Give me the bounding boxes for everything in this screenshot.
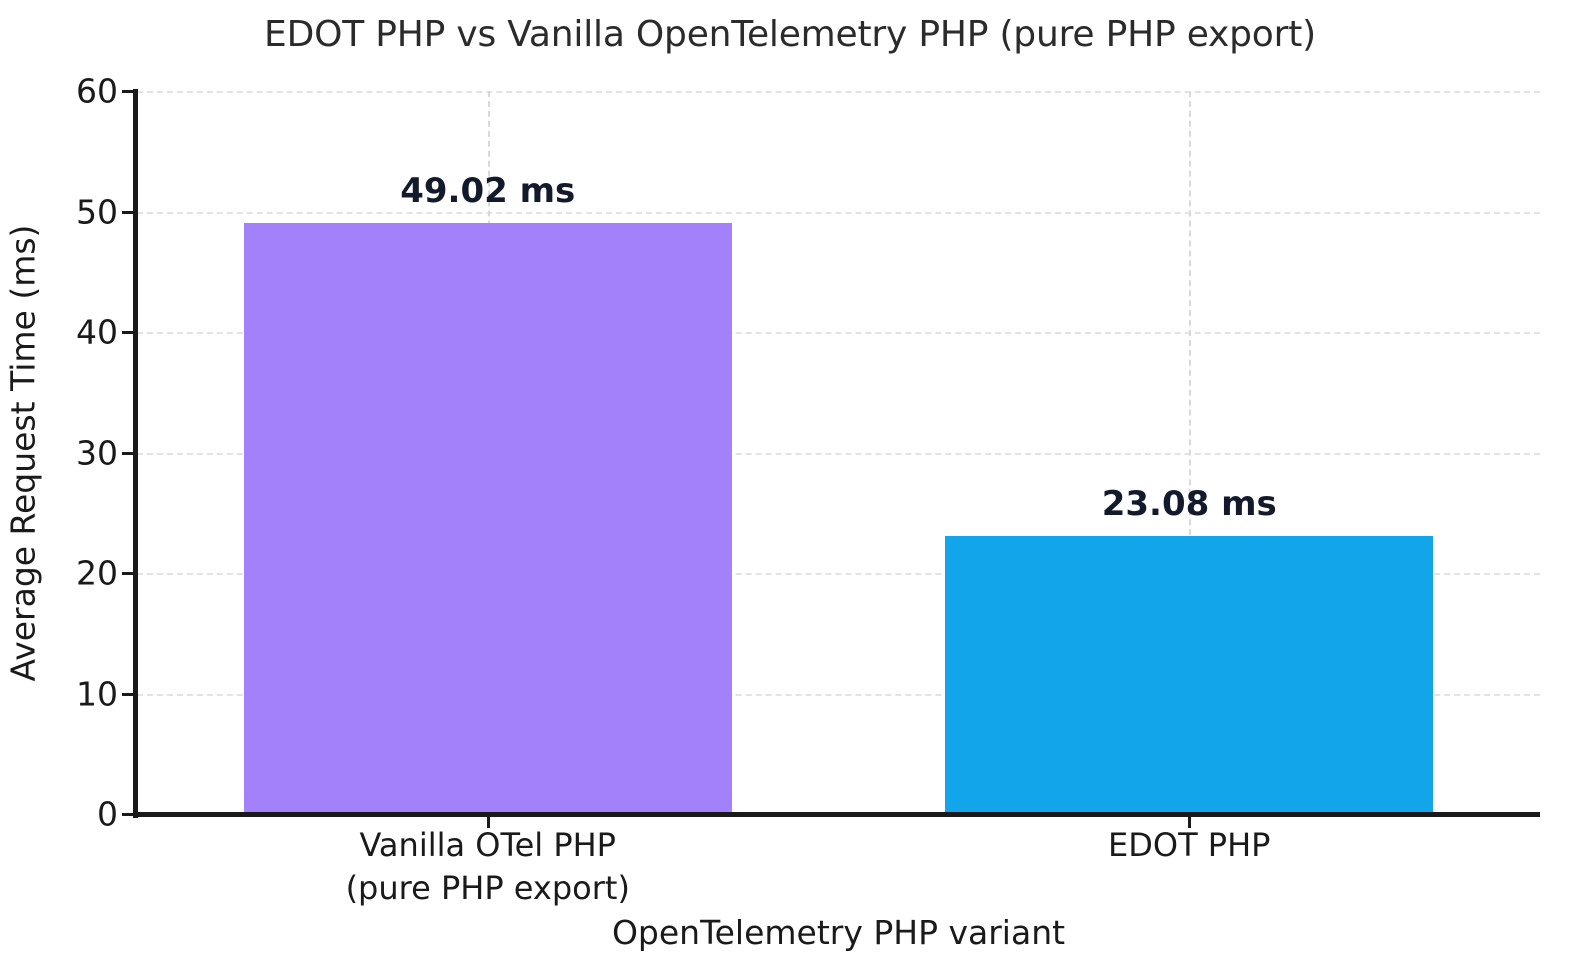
gridline-horizontal (137, 452, 1540, 455)
y-tick-label: 20 (76, 553, 118, 593)
x-tick-label: Vanilla OTel PHP (pure PHP export) (346, 824, 630, 910)
gridline-vertical (1189, 91, 1192, 814)
gridline-horizontal (137, 91, 1540, 93)
y-tick-label: 60 (76, 71, 118, 111)
y-tick-label: 0 (97, 794, 118, 834)
gridline-horizontal (137, 211, 1540, 214)
bar[interactable] (243, 223, 732, 814)
gridline-horizontal (137, 693, 1540, 696)
bar[interactable] (945, 535, 1433, 814)
y-tick-label: 30 (76, 433, 118, 472)
x-tick-label-line: (pure PHP export) (345, 869, 630, 907)
y-axis-spine (133, 89, 138, 818)
gridline-horizontal (137, 573, 1540, 575)
y-tick-mark (122, 331, 135, 334)
y-tick-label: 40 (76, 312, 118, 352)
gridline-horizontal (137, 332, 1540, 334)
y-axis-title: Average Request Time (ms) (3, 224, 43, 681)
y-tick-mark (122, 692, 135, 696)
x-tick-label-line: EDOT PHP (1108, 826, 1271, 864)
chart-title: EDOT PHP vs Vanilla OpenTelemetry PHP (p… (264, 14, 1316, 55)
plot-area (137, 91, 1540, 816)
x-tick-label: EDOT PHP (1108, 824, 1270, 867)
y-tick-mark (122, 210, 135, 214)
x-axis-spine (133, 812, 1540, 817)
bar-value-label: 49.02 ms (400, 171, 576, 212)
x-axis-title: OpenTelemetry PHP variant (611, 913, 1066, 952)
x-tick-mark (486, 815, 490, 828)
bar-value-label: 23.08 ms (1101, 483, 1277, 524)
y-tick-label: 50 (76, 192, 118, 231)
y-tick-mark (122, 813, 135, 816)
x-tick-mark (1188, 815, 1192, 828)
y-tick-mark (122, 90, 135, 93)
y-tick-label: 10 (76, 674, 118, 713)
x-tick-label-line: Vanilla OTel PHP (359, 826, 616, 864)
y-axis-title-wrap: Average Request Time (ms) (0, 91, 46, 814)
y-tick-mark (122, 572, 135, 575)
y-tick-mark (122, 451, 135, 455)
